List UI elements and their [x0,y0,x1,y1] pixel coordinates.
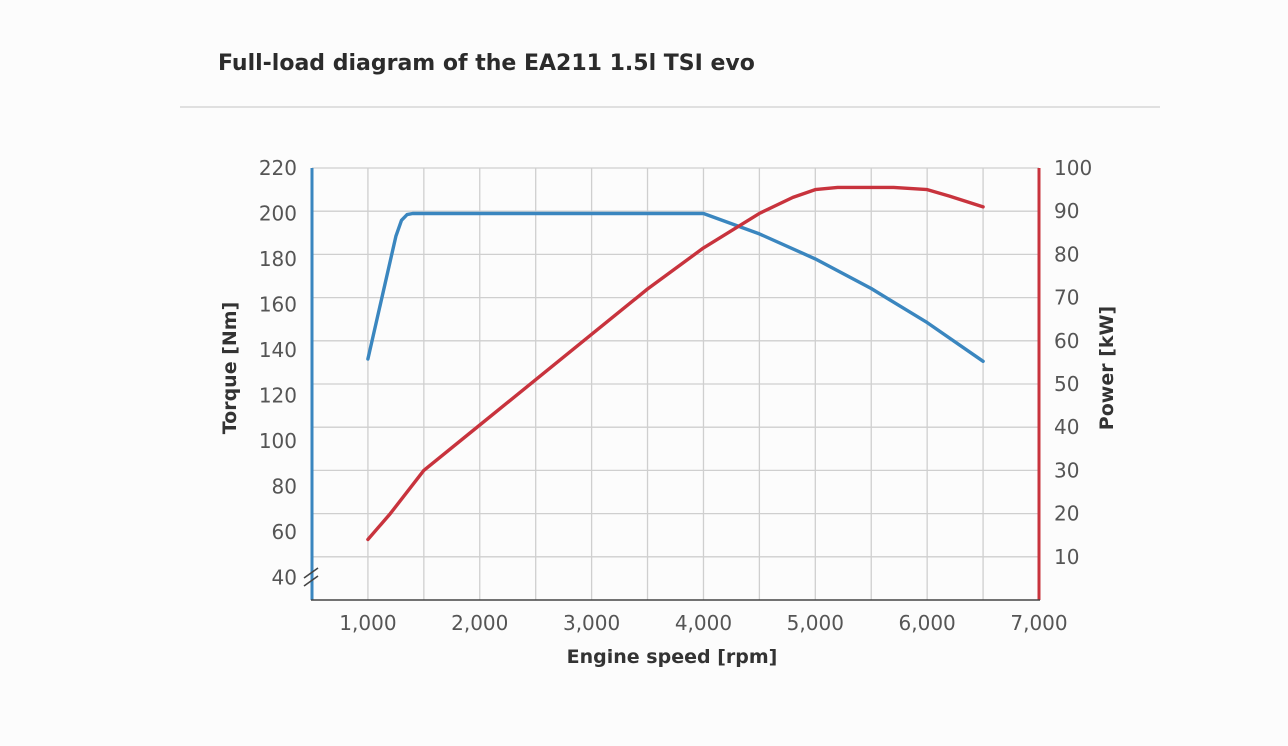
y-right-tick-label: 40 [1054,415,1079,439]
axis-break-mark [303,575,319,587]
y-left-tick-label: 180 [259,247,297,271]
tick-labels: 1,000 2,000 3,000 4,000 5,000 6,000 7,000 40 60 8… [259,156,1092,635]
y-left-tick-label: 120 [259,383,297,407]
x-tick-label: 4,000 [675,611,732,635]
y-left-tick-label: 60 [272,520,297,544]
y-left-tick-label: 160 [259,292,297,316]
torque-line [366,211,985,363]
y-left-tick-label: 100 [259,429,297,453]
y-axis-left-label: Torque [Nm] [219,302,241,435]
y-left-tick-label: 140 [259,338,297,362]
grid [312,167,1039,600]
y-right-tick-label: 90 [1054,199,1079,223]
x-axis-label: Engine speed [rpm] [567,646,778,668]
x-tick-label: 2,000 [451,611,508,635]
y-right-tick-label: 30 [1054,458,1079,482]
axis-break-mark [303,567,319,579]
x-tick-label: 7,000 [1010,611,1067,635]
x-tick-label: 5,000 [787,611,844,635]
y-right-tick-label: 10 [1054,545,1079,569]
y-right-tick-label: 70 [1054,286,1079,310]
x-tick-label: 6,000 [899,611,956,635]
y-right-tick-label: 60 [1054,329,1079,353]
y-left-tick-label: 80 [272,474,297,498]
y-left-tick-label: 220 [259,156,297,180]
chart-title: Full-load diagram of the EA211 1.5l TSI … [218,51,755,76]
y-left-tick-label: 40 [272,565,297,589]
y-right-tick-label: 80 [1054,242,1079,266]
power-line [366,185,985,542]
series-lines [366,185,985,542]
x-tick-label: 3,000 [563,611,620,635]
y-right-tick-label: 50 [1054,372,1079,396]
axes [303,168,1041,601]
x-tick-label: 1,000 [339,611,396,635]
y-right-tick-label: 100 [1054,156,1092,180]
y-right-tick-label: 20 [1054,502,1079,526]
y-axis-right-label: Power [kW] [1096,306,1118,430]
y-left-tick-label: 200 [259,201,297,225]
